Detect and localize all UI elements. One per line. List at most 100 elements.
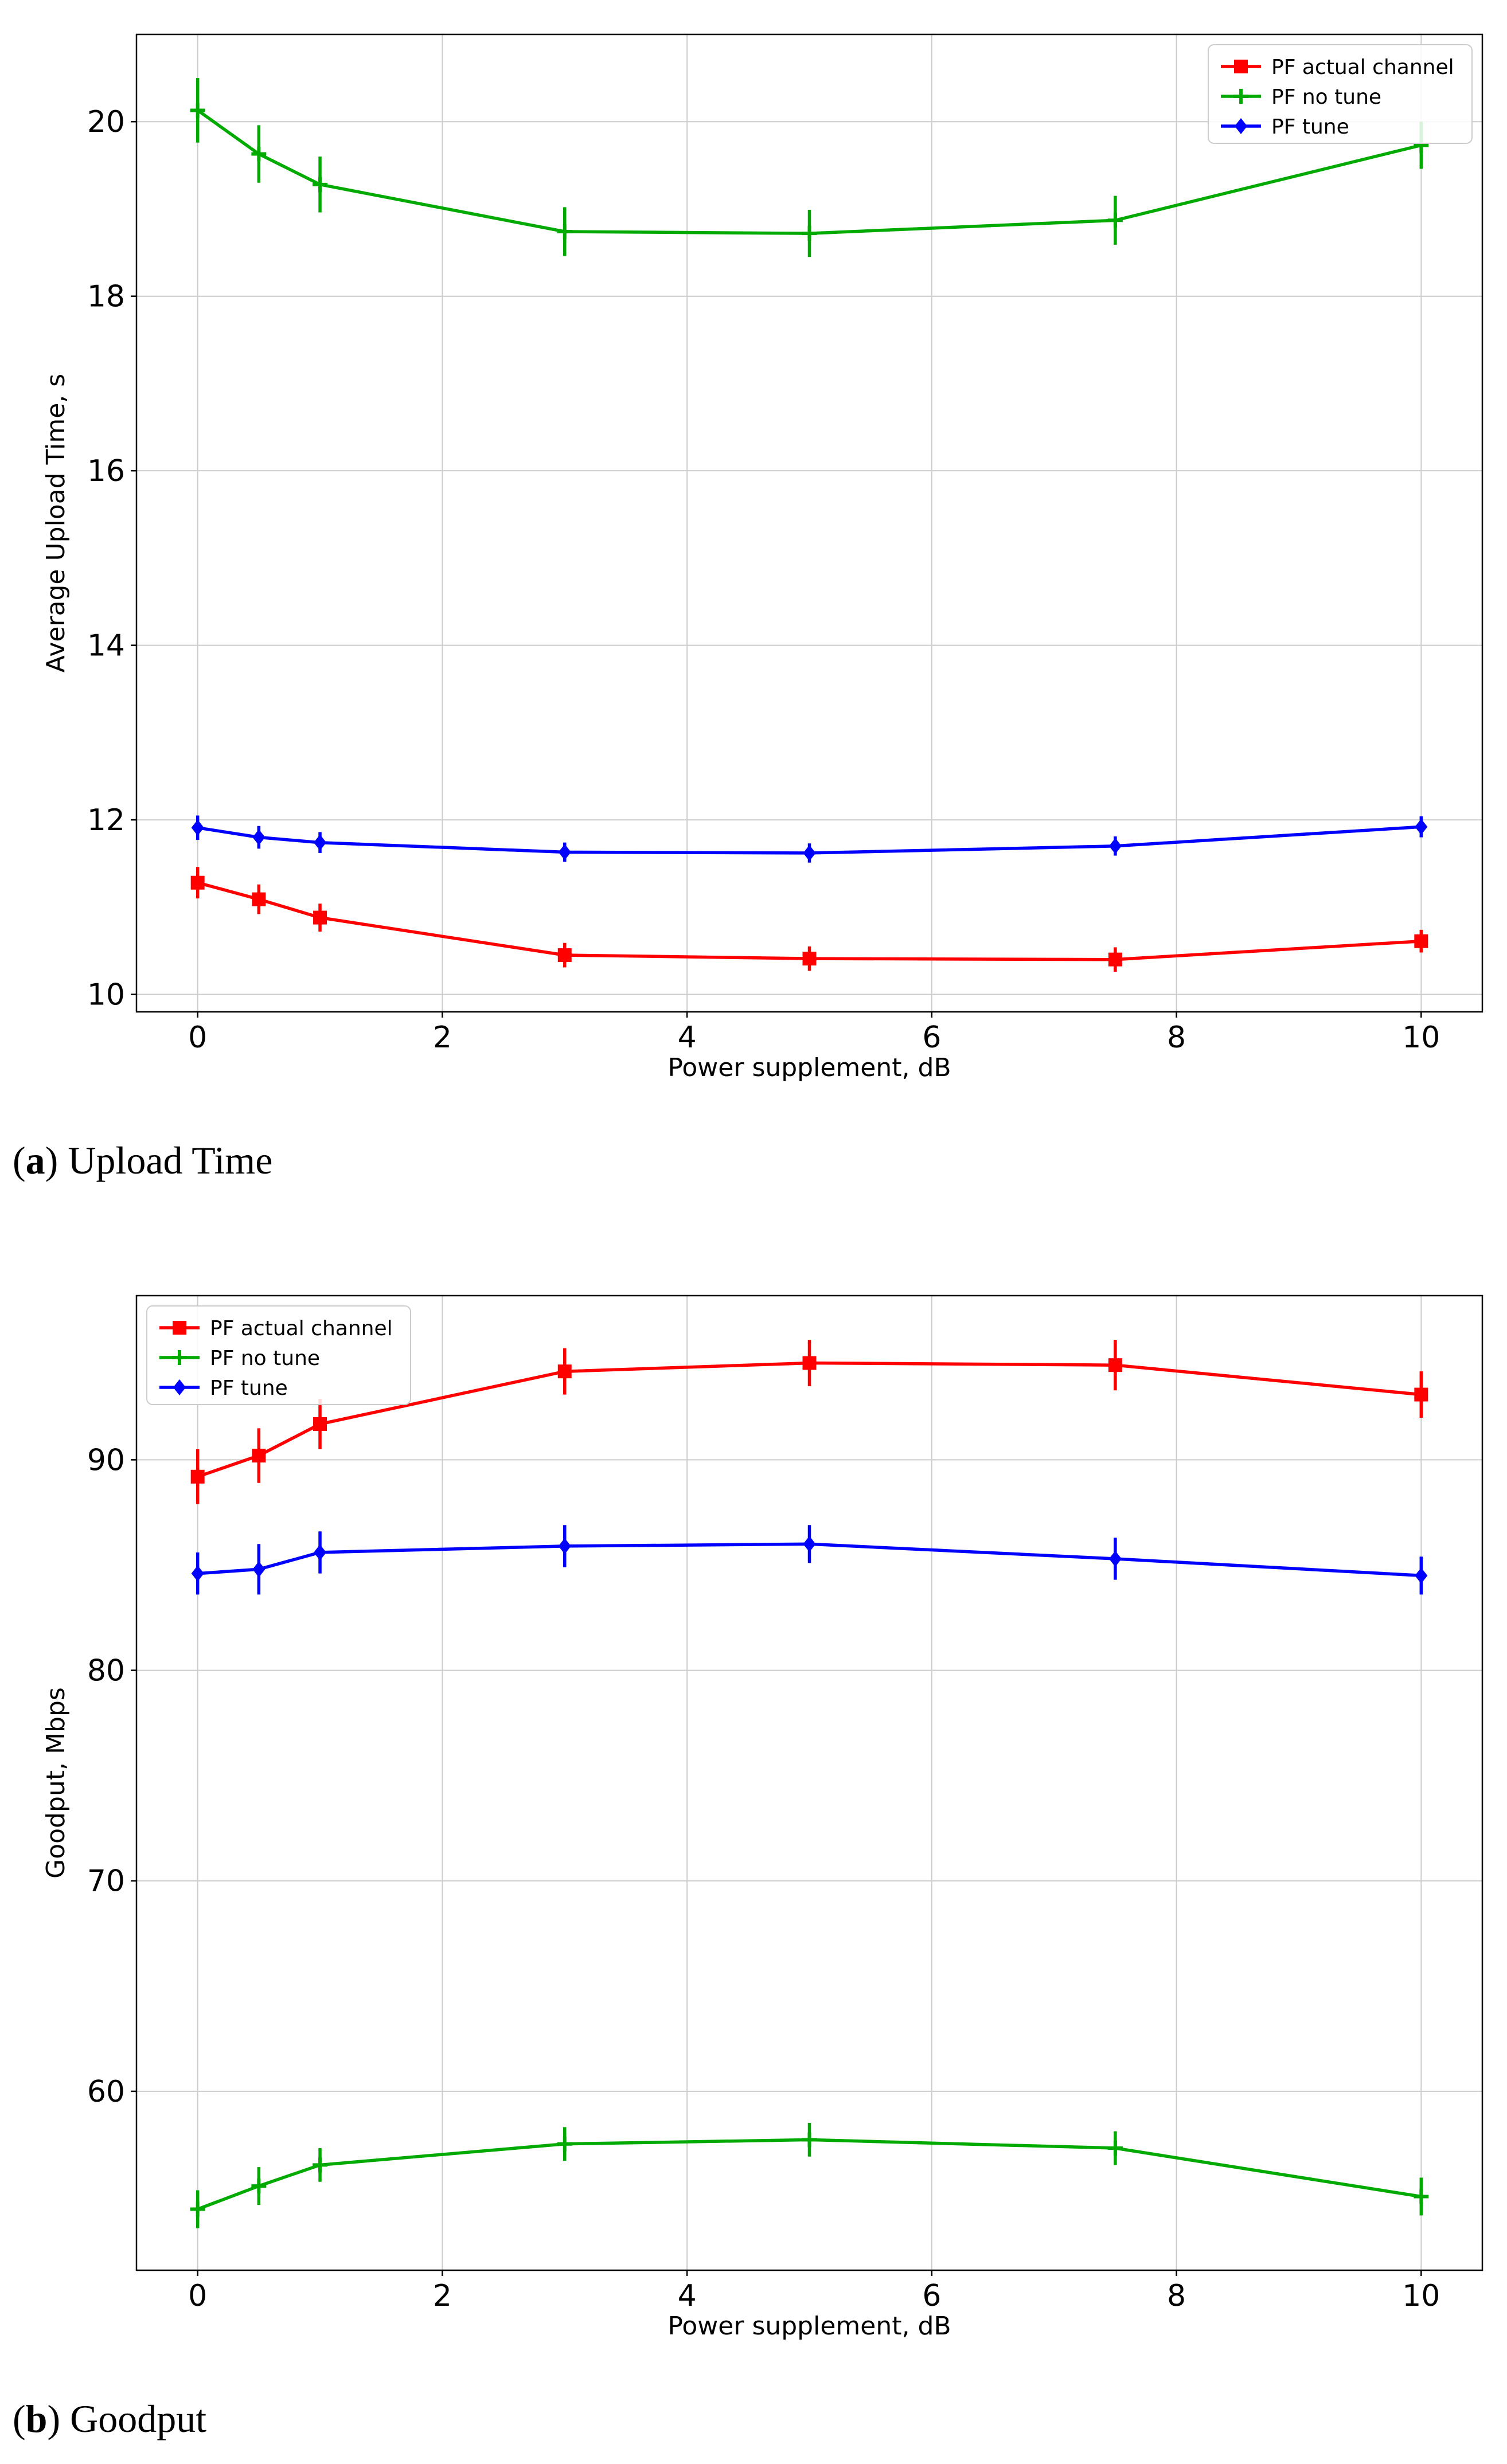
- y-tick-label: 16: [87, 454, 125, 488]
- data-point: [1108, 1550, 1122, 1567]
- plot-frame: [135, 1294, 1483, 2271]
- data-point: [252, 829, 266, 846]
- data-point: [1415, 1567, 1428, 1584]
- data-point: [1108, 838, 1122, 854]
- plot-frame: [135, 33, 1483, 1013]
- legend-item: PF actual channel: [1221, 56, 1454, 79]
- y-tick-label: 80: [87, 1654, 125, 1688]
- y-tick-label: 12: [87, 803, 125, 838]
- x-tick-label: 6: [922, 2279, 941, 2313]
- legend-item: PF no tune: [1221, 85, 1381, 109]
- series-pf-tune: [191, 815, 1428, 863]
- x-tick-label: 6: [922, 1020, 941, 1055]
- data-point: [313, 910, 327, 925]
- legend-item: PF tune: [159, 1376, 288, 1400]
- data-point: [314, 834, 327, 851]
- data-point: [190, 875, 205, 890]
- legend-item: PF no tune: [159, 1347, 320, 1370]
- x-tick-label: 10: [1402, 2279, 1440, 2313]
- y-axis-label: Goodput, Mbps: [41, 1687, 71, 1879]
- series-pf-actual-channel: [190, 867, 1428, 972]
- x-tick-label: 8: [1167, 1020, 1186, 1055]
- data-point: [313, 2157, 328, 2173]
- legend-swatch-marker: [1235, 118, 1247, 134]
- data-point: [557, 948, 572, 963]
- upload-time-chart: 0 2 4 6 8 10 10 12 14 16 18 20 Power supplement, dB A…: [41, 33, 1483, 1082]
- y-axis-label: Average Upload Time, s: [41, 374, 71, 672]
- data-point: [190, 2201, 205, 2217]
- data-point: [1107, 2141, 1123, 2156]
- data-point: [314, 1544, 327, 1560]
- y-tick-label: 18: [87, 280, 125, 314]
- legend-box: [146, 1305, 411, 1405]
- x-tick-label: 0: [188, 1020, 207, 1055]
- legend-swatch-marker: [172, 1350, 187, 1365]
- legend-box: [1208, 44, 1473, 144]
- data-point: [190, 1469, 205, 1484]
- caption-goodput: (b) Goodput: [13, 2397, 207, 2440]
- legend-swatch-marker: [1233, 89, 1248, 104]
- x-tick-label: 8: [1167, 2279, 1186, 2313]
- data-point: [802, 1356, 817, 1370]
- data-point: [803, 844, 816, 861]
- caption-letter: a: [25, 1139, 45, 1182]
- caption-letter: b: [25, 2397, 48, 2440]
- data-point: [802, 952, 817, 966]
- data-point: [802, 226, 817, 241]
- x-tick-label: 10: [1402, 1020, 1440, 1055]
- legend: PF actual channel PF no tune PF tune: [1208, 44, 1473, 144]
- y-tick-label: 20: [87, 105, 125, 139]
- data-point: [251, 2179, 267, 2194]
- x-axis-label: Power supplement, dB: [667, 2312, 951, 2341]
- series-pf-no-tune: [190, 2122, 1429, 2228]
- data-point: [313, 177, 328, 192]
- legend-swatch-marker: [1234, 60, 1248, 73]
- data-point: [1414, 2189, 1429, 2204]
- x-tick-label: 4: [678, 2279, 697, 2313]
- data-point: [558, 844, 571, 861]
- legend-label: PF no tune: [1271, 85, 1381, 109]
- data-point: [190, 103, 205, 118]
- data-point: [1415, 819, 1428, 835]
- y-tick-label: 14: [87, 629, 125, 663]
- data-point: [252, 1561, 266, 1578]
- caption-text: Upload Time: [68, 1139, 273, 1182]
- legend-item: PF actual channel: [159, 1317, 393, 1340]
- data-point: [252, 1449, 266, 1463]
- data-point: [558, 1538, 571, 1554]
- legend-swatch-marker: [173, 1379, 186, 1395]
- data-point: [1414, 1387, 1428, 1402]
- legend-label: PF tune: [210, 1376, 288, 1400]
- legend-label: PF actual channel: [1271, 56, 1454, 79]
- data-point: [803, 1536, 816, 1552]
- x-tick-label: 2: [433, 1020, 452, 1055]
- data-point: [1414, 934, 1428, 948]
- data-point: [252, 892, 266, 906]
- x-tick-label: 4: [678, 1020, 697, 1055]
- data-point: [557, 2136, 572, 2152]
- series-pf-no-tune: [190, 78, 1429, 257]
- y-tick-label: 60: [87, 2075, 125, 2109]
- y-tick-label: 10: [87, 978, 125, 1012]
- y-tick-label: 70: [87, 1864, 125, 1899]
- series-pf-actual-channel: [190, 1340, 1428, 1504]
- goodput-chart: 0 2 4 6 8 10 60 70 80 90 Power supplement, dB Goodp…: [41, 1294, 1483, 2341]
- data-point: [313, 1417, 327, 1431]
- legend-item: PF tune: [1221, 115, 1349, 139]
- caption-upload-time: (a) Upload Time: [13, 1139, 273, 1182]
- x-axis-label: Power supplement, dB: [667, 1053, 951, 1082]
- data-point: [1108, 1358, 1122, 1372]
- legend-label: PF no tune: [210, 1347, 320, 1370]
- legend-label: PF actual channel: [210, 1317, 393, 1340]
- x-tick-label: 2: [433, 2279, 452, 2313]
- data-point: [557, 1364, 572, 1379]
- data-point: [251, 146, 267, 162]
- data-point: [191, 819, 204, 836]
- data-point: [1108, 952, 1122, 967]
- x-tick-label: 0: [188, 2279, 207, 2313]
- caption-text: Goodput: [70, 2397, 207, 2440]
- data-point: [802, 2132, 817, 2148]
- data-point: [1107, 213, 1123, 228]
- series-pf-tune: [191, 1525, 1428, 1595]
- data-point: [557, 224, 572, 240]
